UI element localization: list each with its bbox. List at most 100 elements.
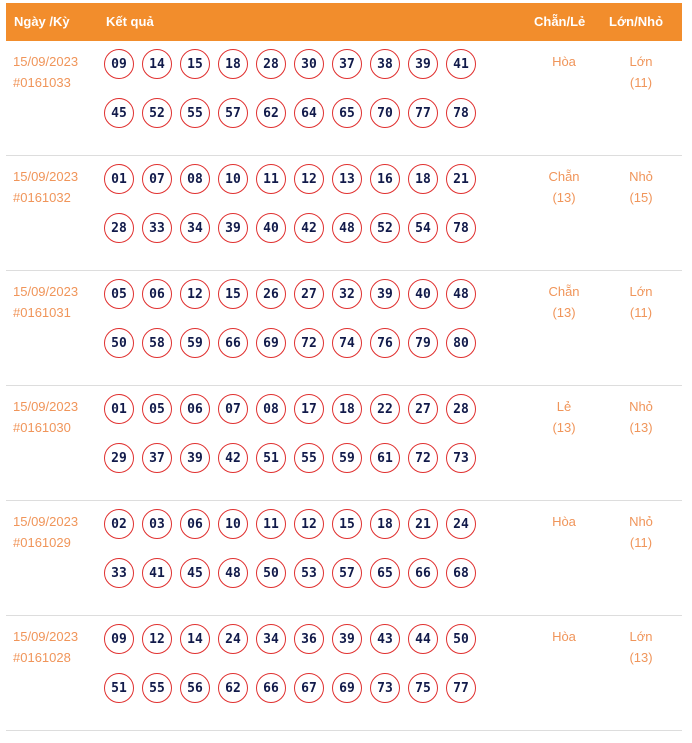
ball-row: 28 33 34 39 40 42 48 52 54 78 [104,213,494,243]
number-ball: 05 [104,279,134,309]
big-small-cell: Nhỏ (13) [611,396,671,438]
number-ball: 79 [408,328,438,358]
draw-id: #0161031 [13,305,71,320]
big-small-count: (13) [629,650,653,665]
number-ball: 21 [408,509,438,539]
number-ball: 18 [332,394,362,424]
number-ball: 34 [256,624,286,654]
number-ball: 55 [294,443,324,473]
number-ball: 57 [218,98,248,128]
big-small-count: (11) [629,75,653,90]
number-ball: 65 [332,98,362,128]
number-ball: 42 [218,443,248,473]
number-ball: 06 [180,394,210,424]
number-ball: 07 [218,394,248,424]
number-ball: 22 [370,394,400,424]
number-ball: 62 [218,673,248,703]
number-ball: 65 [370,558,400,588]
draw-date: 15/09/2023 [13,629,79,644]
number-ball: 51 [104,673,134,703]
number-ball: 12 [142,624,172,654]
number-ball: 40 [256,213,286,243]
ball-row: 51 55 56 62 66 67 69 73 75 77 [104,673,494,703]
big-small-count: (11) [629,535,653,550]
draw-info: 15/09/2023 #0161030 [13,396,78,438]
header-even-odd: Chẵn/Lẻ [534,14,586,29]
number-ball: 12 [294,164,324,194]
number-ball: 13 [332,164,362,194]
draw-id: #0161033 [13,75,71,90]
number-ball: 34 [180,213,210,243]
number-ball: 28 [446,394,476,424]
number-ball: 50 [446,624,476,654]
even-odd-label: Hòa [552,54,576,69]
number-ball: 59 [332,443,362,473]
big-small-count: (11) [629,305,653,320]
number-ball: 18 [218,49,248,79]
number-ball: 33 [142,213,172,243]
number-ball: 29 [104,443,134,473]
number-ball: 39 [332,624,362,654]
draw-date: 15/09/2023 [13,169,79,184]
draw-id: #0161029 [13,535,71,550]
even-odd-cell: Hòa [534,511,594,532]
number-ball: 72 [408,443,438,473]
number-ball: 41 [446,49,476,79]
draw-date: 15/09/2023 [13,54,79,69]
even-odd-count: (13) [552,190,576,205]
draw-info: 15/09/2023 #0161029 [13,511,78,553]
number-ball: 06 [180,509,210,539]
big-small-label: Lớn [629,284,653,299]
even-odd-cell: Chẵn (13) [534,166,594,208]
ball-row: 29 37 39 42 51 55 59 61 72 73 [104,443,494,473]
results-table: Ngày /Kỳ Kết quả Chẵn/Lẻ Lớn/Nhỏ 15/09/2… [6,3,682,731]
draw-id: #0161032 [13,190,71,205]
number-ball: 37 [142,443,172,473]
number-ball: 08 [256,394,286,424]
draw-info: 15/09/2023 #0161031 [13,281,78,323]
even-odd-count: (13) [552,420,576,435]
ball-row: 09 12 14 24 34 36 39 43 44 50 [104,624,494,654]
ball-row: 02 03 06 10 11 12 15 18 21 24 [104,509,494,539]
number-ball: 43 [370,624,400,654]
number-ball: 39 [408,49,438,79]
number-ball: 67 [294,673,324,703]
draw-info: 15/09/2023 #0161028 [13,626,78,668]
number-ball: 51 [256,443,286,473]
number-ball: 09 [104,624,134,654]
table-row: 15/09/2023 #0161030 01 05 06 07 08 17 18 22 27 28… [6,386,682,501]
number-ball: 70 [370,98,400,128]
big-small-count: (15) [629,190,653,205]
draw-info: 15/09/2023 #0161032 [13,166,78,208]
number-ball: 41 [142,558,172,588]
even-odd-cell: Chẵn (13) [534,281,594,323]
number-ball: 59 [180,328,210,358]
number-ball: 45 [180,558,210,588]
big-small-count: (13) [629,420,653,435]
number-ball: 69 [256,328,286,358]
number-ball: 57 [332,558,362,588]
even-odd-label: Chẵn [548,284,580,299]
number-ball: 78 [446,98,476,128]
number-ball: 44 [408,624,438,654]
number-ball: 37 [332,49,362,79]
number-ball: 73 [446,443,476,473]
number-ball: 66 [256,673,286,703]
number-ball: 39 [180,443,210,473]
number-ball: 15 [180,49,210,79]
number-ball: 08 [180,164,210,194]
ball-row: 33 41 45 48 50 53 57 65 66 68 [104,558,494,588]
number-ball: 74 [332,328,362,358]
table-header: Ngày /Kỳ Kết quả Chẵn/Lẻ Lớn/Nhỏ [6,3,682,41]
big-small-cell: Lớn (11) [611,281,671,323]
number-ball: 66 [218,328,248,358]
number-ball: 72 [294,328,324,358]
table-row: 15/09/2023 #0161032 01 07 08 10 11 12 13 16 18 21… [6,156,682,271]
even-odd-cell: Lẻ (13) [534,396,594,438]
table-row: 15/09/2023 #0161029 02 03 06 10 11 12 15 18 21 24… [6,501,682,616]
number-ball: 01 [104,394,134,424]
result-numbers: 02 03 06 10 11 12 15 18 21 24 33 41 45 48 50 53 57 65 66 68 [104,509,494,607]
even-odd-cell: Hòa [534,626,594,647]
draw-id: #0161030 [13,420,71,435]
number-ball: 40 [408,279,438,309]
